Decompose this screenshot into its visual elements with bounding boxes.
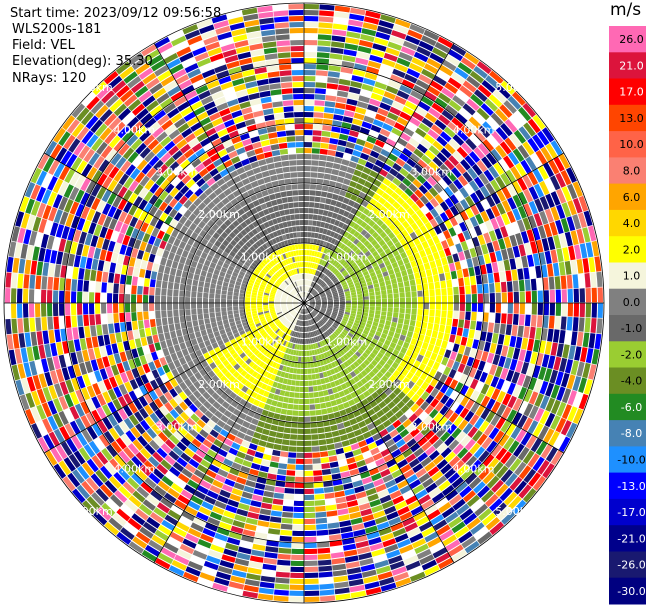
range-ring-label: 4.00km [114,463,156,476]
colorbar-tick-label: 6.0 [623,191,641,204]
range-ring-label: 5.00km [71,505,113,518]
range-ring-label: 5.00km [495,81,537,94]
range-ring-label: 2.00km [198,378,240,391]
range-ring-label: 2.00km [368,208,410,221]
colorbar-swatch [609,367,646,395]
range-ring-label: 3.00km [411,166,453,179]
field-label: Field: VEL [12,38,75,53]
range-ring-label: 3.00km [156,166,198,179]
range-ring-label: 1.00km [326,335,368,348]
colorbar-swatch [609,472,646,500]
elevation-label: Elevation(deg): 35.30 [12,54,153,69]
colorbar-swatch [609,262,646,290]
velocity-gates [5,4,603,602]
colorbar-swatch [609,131,646,158]
colorbar-tick-label: 13.0 [619,112,644,125]
azimuth-spoke-11 [153,42,305,304]
colorbar-swatch [609,498,646,526]
colorbar-unit-label: m/s [610,0,642,20]
colorbar-swatch [609,446,646,474]
colorbar-tick-label: 26.0 [619,33,644,46]
colorbar-tick-label: 21.0 [619,59,644,72]
colorbar-tick-label: 17.0 [619,86,644,99]
colorbar-swatch [609,393,646,421]
range-ring-labels: 1.00km 2.00km 3.00km 4.00km 5.00km 1.00km 2.00… [71,81,537,518]
colorbar-swatch [609,288,646,316]
range-ring-label: 5.00km [71,81,113,94]
range-ring-label: 3.00km [411,420,453,433]
colorbar-tick-label: -17.0 [617,506,645,519]
start-time-label: Start time: 2023/09/12 09:56:58 [10,6,222,21]
colorbar-swatch [609,315,646,342]
colorbar-tick-label: -21.0 [617,532,645,545]
range-ring-label: 1.00km [326,251,368,264]
colorbar-swatch [609,209,646,237]
colorbar-tick-label: -6.0 [621,401,642,414]
colorbar-swatch [609,104,646,132]
range-ring-label: 4.00km [453,123,495,136]
colorbar-swatch [609,26,646,53]
colorbar-swatch [609,78,646,106]
colorbar-tick-label: 8.0 [623,165,641,178]
colorbar-tick-label: 4.0 [623,217,641,230]
colorbar-swatch [609,183,646,211]
colorbar-swatch [609,157,646,185]
colorbar-swatch [609,236,646,263]
colorbar-tick-label: -10.0 [617,454,645,467]
azimuth-spoke-7 [153,302,305,564]
nrays-label: NRays: 120 [12,71,87,86]
range-ring-label: 4.00km [453,463,495,476]
colorbar: 26.0 21.0 17.0 13.0 10.0 8.0 6.0 4.0 2.0 1.0 0.0 -1… [609,26,646,605]
azimuth-spoke-5 [303,302,455,564]
range-ring-label: 1.00km [241,335,283,348]
range-ring-label: 2.00km [198,208,240,221]
colorbar-tick-label: 0.0 [623,296,641,309]
range-ring-label: 5.00km [495,505,537,518]
colorbar-tick-label: -2.0 [621,348,642,361]
range-ring-label: 1.00km [241,251,283,264]
colorbar-swatch [609,525,646,552]
azimuth-spoke-4 [303,302,565,454]
colorbar-tick-label: -4.0 [621,375,642,388]
azimuth-spokes [4,3,604,603]
colorbar-swatch [609,420,646,447]
colorbar-swatch [609,551,646,579]
colorbar-tick-label: -1.0 [621,322,642,335]
colorbar-tick-label: -13.0 [617,480,645,493]
colorbar-tick-label: -26.0 [617,559,645,572]
azimuth-spoke-10 [43,152,305,304]
colorbar-tick-label: 2.0 [623,243,641,256]
colorbar-tick-label: -30.0 [617,585,645,598]
azimuth-spoke-1 [303,42,455,304]
colorbar-tick-label: -8.0 [621,427,642,440]
azimuth-spoke-2 [303,152,565,304]
colorbar-tick-label: 10.0 [619,138,644,151]
colorbar-swatch [609,341,646,369]
range-ring-label: 2.00km [368,378,410,391]
instrument-label: WLS200s-181 [12,22,102,37]
colorbar-tick-label: 1.0 [623,270,641,283]
range-ring-label: 3.00km [156,420,198,433]
colorbar-swatch [609,577,646,605]
colorbar-swatch [609,52,646,80]
azimuth-spoke-8 [43,302,305,454]
range-ring-label: 4.00km [114,123,156,136]
